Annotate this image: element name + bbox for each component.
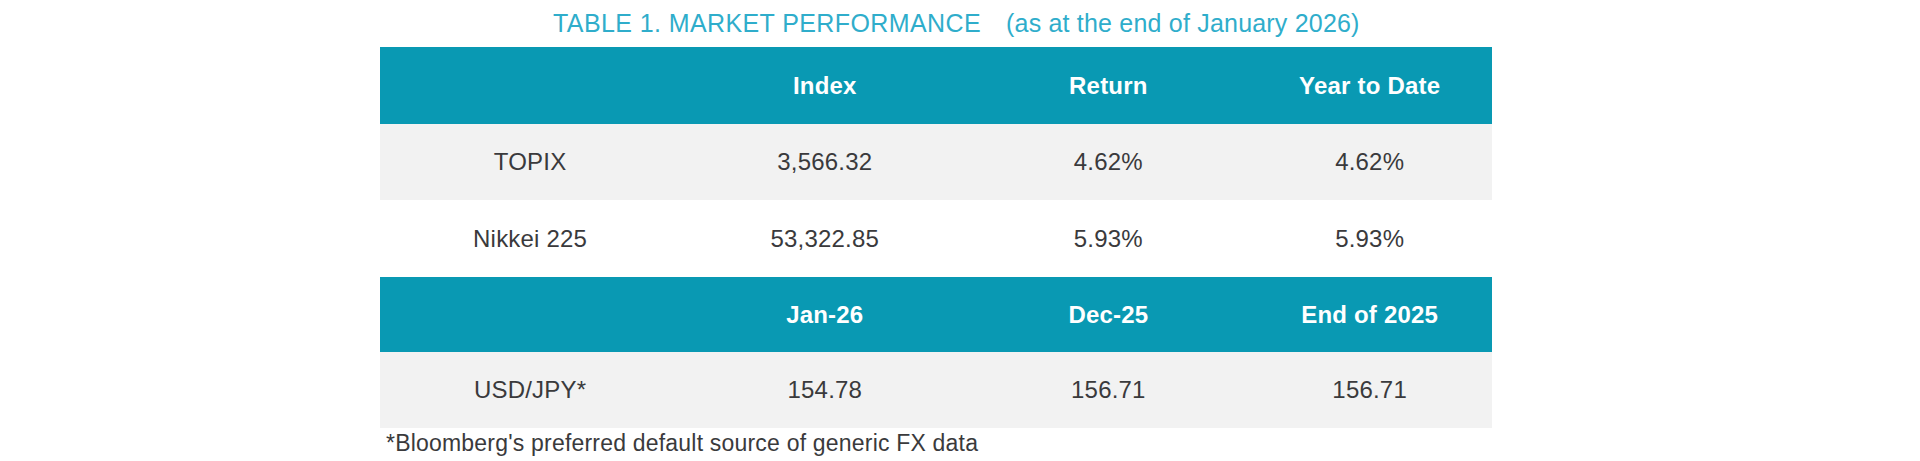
table-title: TABLE 1. MARKET PERFORMANCE	[553, 9, 981, 38]
usdjpy-end2025-value: 156.71	[1247, 352, 1492, 428]
table-row-usd-jpy: USD/JPY* 154.78 156.71 156.71	[380, 352, 1492, 428]
header-cell-year-to-date: Year to Date	[1247, 47, 1492, 124]
header-cell-index: Index	[680, 47, 969, 124]
header-cell-blank-2	[380, 277, 680, 352]
bloomberg-footnote: *Bloomberg's preferred default source of…	[386, 430, 978, 457]
header-cell-return: Return	[969, 47, 1247, 124]
usdjpy-dec25-value: 156.71	[969, 352, 1247, 428]
table-subtitle: (as at the end of January 2026)	[1006, 9, 1360, 38]
topix-index-value: 3,566.32	[680, 124, 969, 200]
topix-ytd-value: 4.62%	[1247, 124, 1492, 200]
market-performance-table: Index Return Year to Date TOPIX 3,566.32…	[380, 47, 1492, 428]
row-label-topix: TOPIX	[380, 124, 680, 200]
usdjpy-jan26-value: 154.78	[680, 352, 969, 428]
header-cell-blank	[380, 47, 680, 124]
nikkei-index-value: 53,322.85	[680, 200, 969, 277]
header-cell-jan-26: Jan-26	[680, 277, 969, 352]
header-cell-dec-25: Dec-25	[969, 277, 1247, 352]
row-label-usd-jpy: USD/JPY*	[380, 352, 680, 428]
section1-header-row: Index Return Year to Date	[380, 47, 1492, 124]
section2-header-row: Jan-26 Dec-25 End of 2025	[380, 277, 1492, 352]
table-row-topix: TOPIX 3,566.32 4.62% 4.62%	[380, 124, 1492, 200]
header-cell-end-of-2025: End of 2025	[1247, 277, 1492, 352]
topix-return-value: 4.62%	[969, 124, 1247, 200]
row-label-nikkei-225: Nikkei 225	[380, 200, 680, 277]
report-page: TABLE 1. MARKET PERFORMANCE (as at the e…	[0, 0, 1920, 461]
nikkei-ytd-value: 5.93%	[1247, 200, 1492, 277]
table-row-nikkei-225: Nikkei 225 53,322.85 5.93% 5.93%	[380, 200, 1492, 277]
nikkei-return-value: 5.93%	[969, 200, 1247, 277]
